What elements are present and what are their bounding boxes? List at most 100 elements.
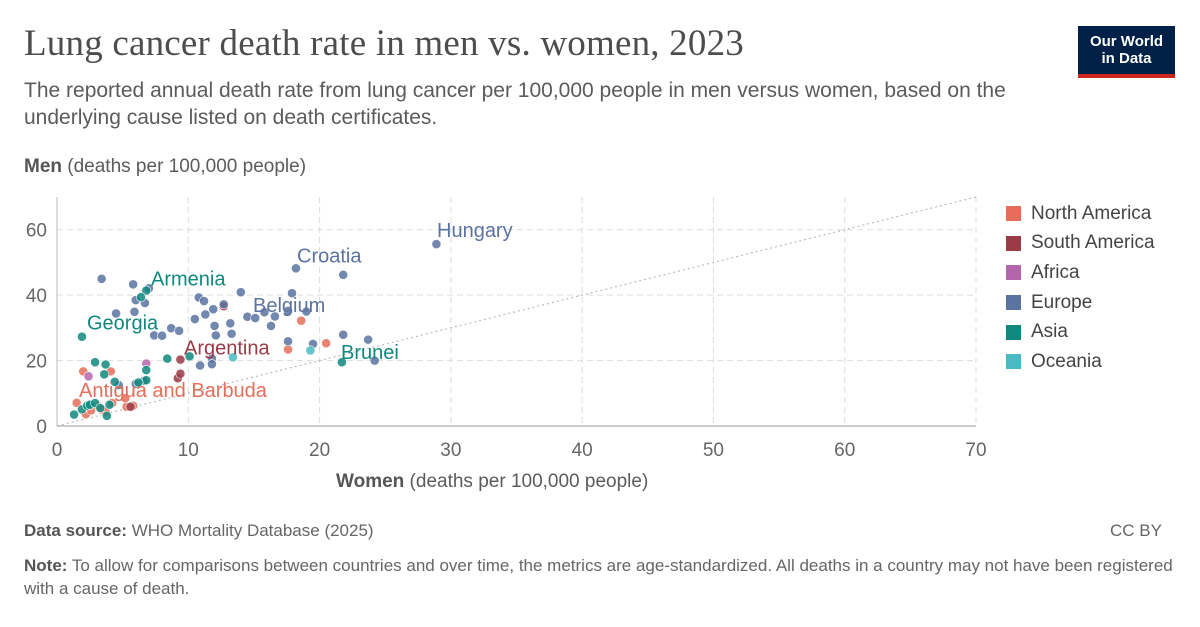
data-point bbox=[184, 351, 195, 362]
chart-title: Lung cancer death rate in men vs. women,… bbox=[24, 23, 744, 64]
legend-label: South America bbox=[1031, 232, 1155, 254]
data-point bbox=[266, 320, 276, 331]
data-point bbox=[141, 285, 152, 296]
data-point bbox=[283, 344, 293, 355]
data-point bbox=[296, 315, 307, 326]
legend-item[interactable]: Oceania bbox=[1006, 347, 1155, 377]
license[interactable]: CC BY bbox=[1110, 521, 1162, 540]
data-point bbox=[175, 368, 186, 379]
data-point bbox=[133, 377, 144, 388]
data-point bbox=[235, 287, 246, 298]
data-point bbox=[226, 328, 237, 339]
data-point bbox=[120, 393, 131, 404]
data-point bbox=[291, 263, 301, 274]
data-point bbox=[283, 336, 293, 347]
chart-subtitle: The reported annual death rate from lung… bbox=[24, 79, 1006, 129]
legend-item[interactable]: Africa bbox=[1006, 258, 1155, 288]
data-point bbox=[200, 309, 211, 320]
point-labels: Hungary Croatia Armenia Belgium Georgia Argen… bbox=[79, 220, 513, 402]
legend-label: Oceania bbox=[1031, 350, 1102, 372]
x-axis-label: Women (deaths per 100,000 people) bbox=[336, 471, 648, 493]
legend-item[interactable]: South America bbox=[1006, 229, 1155, 259]
data-point bbox=[301, 306, 312, 317]
legend-label: Europe bbox=[1031, 291, 1093, 313]
y-tick-label: 20 bbox=[26, 352, 47, 373]
data-point bbox=[125, 401, 136, 412]
source-label: Data source: bbox=[24, 521, 127, 540]
data-point bbox=[104, 399, 115, 410]
y-tick-label: 40 bbox=[26, 286, 47, 307]
data-point bbox=[209, 320, 220, 331]
x-tick-label: 70 bbox=[965, 440, 986, 461]
legend-swatch bbox=[1006, 265, 1021, 281]
axes: 0 10 20 30 40 50 60 70 0 20 40 60 bbox=[26, 197, 987, 461]
point-label: Antigua and Barbuda bbox=[79, 380, 268, 402]
legend-swatch bbox=[1006, 206, 1021, 222]
data-point bbox=[321, 338, 332, 349]
data-point bbox=[71, 397, 82, 408]
data-point bbox=[338, 269, 349, 280]
legend-swatch bbox=[1006, 235, 1021, 251]
x-tick-label: 40 bbox=[572, 440, 593, 461]
x-tick-label: 30 bbox=[440, 440, 461, 461]
x-tick-label: 60 bbox=[834, 440, 855, 461]
point-label: Brunei bbox=[341, 342, 399, 364]
data-point bbox=[128, 279, 139, 290]
source-text[interactable]: WHO Mortality Database (2025) bbox=[131, 521, 374, 540]
legend-item[interactable]: Asia bbox=[1006, 317, 1155, 347]
data-point bbox=[338, 329, 349, 340]
data-point bbox=[250, 313, 261, 323]
data-point bbox=[210, 330, 221, 341]
y-axis-label-unit: (deaths per 100,000 people) bbox=[67, 156, 307, 177]
data-point bbox=[225, 318, 236, 329]
note-label: Note: bbox=[24, 556, 68, 575]
owid-logo[interactable]: Our World in Data bbox=[1078, 26, 1175, 78]
data-point bbox=[174, 325, 184, 336]
data-point bbox=[208, 304, 219, 315]
y-tick-label: 0 bbox=[36, 417, 47, 438]
legend-item[interactable]: North America bbox=[1006, 199, 1155, 229]
data-point bbox=[175, 354, 186, 365]
data-point bbox=[336, 357, 347, 368]
point-label: Argentina bbox=[184, 338, 270, 360]
logo-line-1: Our World bbox=[1089, 33, 1164, 50]
note: Note: To allow for comparisons between c… bbox=[24, 554, 1174, 600]
data-point bbox=[111, 308, 121, 319]
x-tick-label: 0 bbox=[52, 440, 63, 461]
y-axis-label-bold: Men bbox=[24, 156, 62, 177]
point-label: Croatia bbox=[297, 245, 362, 267]
legend-label: North America bbox=[1031, 202, 1152, 224]
data-source: Data source: WHO Mortality Database (202… bbox=[24, 521, 374, 541]
x-tick-label: 50 bbox=[703, 440, 724, 461]
data-point bbox=[283, 305, 293, 316]
y-axis-label: Men (deaths per 100,000 people) bbox=[24, 156, 306, 178]
x-axis-label-bold: Women bbox=[336, 471, 405, 492]
point-label: Armenia bbox=[151, 269, 226, 291]
data-point bbox=[259, 307, 270, 318]
data-points bbox=[69, 239, 442, 421]
note-text: To allow for comparisons between countri… bbox=[24, 556, 1173, 598]
logo-line-2: in Data bbox=[1101, 50, 1152, 67]
data-point bbox=[136, 292, 146, 303]
data-point bbox=[207, 359, 217, 370]
data-point bbox=[369, 355, 380, 366]
data-point bbox=[228, 352, 238, 363]
data-point bbox=[199, 296, 209, 306]
data-point bbox=[287, 288, 297, 299]
data-point bbox=[157, 330, 167, 341]
legend-label: Asia bbox=[1031, 321, 1068, 343]
data-point bbox=[109, 376, 120, 387]
x-axis-label-unit: (deaths per 100,000 people) bbox=[409, 471, 649, 492]
data-point bbox=[141, 365, 152, 375]
point-label: Belgium bbox=[253, 295, 325, 317]
data-point bbox=[99, 369, 110, 380]
data-point bbox=[77, 331, 87, 342]
data-point bbox=[270, 311, 280, 322]
point-label: Georgia bbox=[87, 313, 159, 335]
data-point bbox=[162, 353, 173, 364]
data-point bbox=[69, 409, 79, 420]
logo-accent-bar bbox=[1078, 74, 1175, 78]
legend-item[interactable]: Europe bbox=[1006, 288, 1155, 318]
y-tick-label: 60 bbox=[26, 221, 47, 242]
